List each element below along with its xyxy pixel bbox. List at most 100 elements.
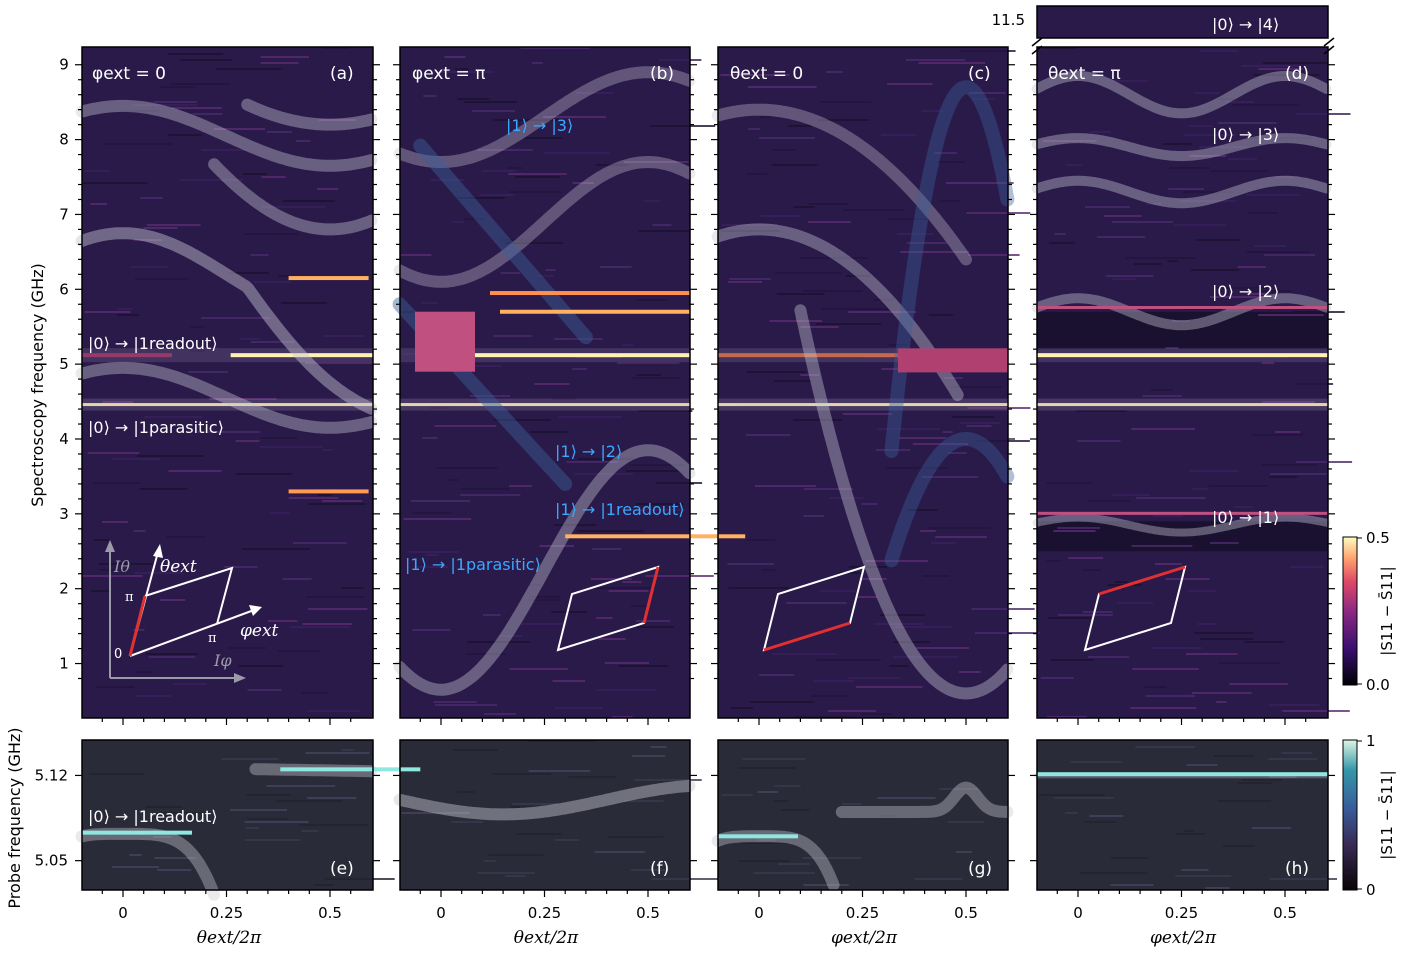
noise-stripe [1076, 410, 1127, 412]
noise-stripe [295, 140, 311, 142]
noise-stripe [598, 638, 626, 640]
noise-stripe [292, 542, 347, 544]
noise-stripe [955, 851, 972, 853]
noise-stripe [201, 149, 247, 151]
noise-stripe [1216, 701, 1227, 703]
anno-a-parasitic: |0⟩ → |1parasitic⟩ [88, 418, 224, 437]
curve-b-mid [393, 155, 696, 288]
xlabel-h: φext/2π [1150, 928, 1217, 948]
xtick-label: 0.5 [636, 904, 660, 922]
xtick-label: 0 [436, 904, 446, 922]
noise-stripe [436, 467, 498, 469]
noise-stripe [1152, 515, 1184, 517]
noise-stripe [635, 620, 671, 622]
noise-stripe [552, 680, 586, 682]
noise-stripe [1155, 326, 1220, 328]
noise-stripe [157, 815, 173, 817]
noise-stripe [1070, 761, 1122, 763]
noise-stripe [93, 482, 141, 484]
noise-stripe [1231, 104, 1300, 106]
heatmap-backgrounds [82, 6, 1328, 890]
anno-a-readout: |0⟩ → |1readout⟩ [88, 334, 217, 353]
xlabel-g: φext/2π [831, 928, 898, 948]
noise-stripe [250, 254, 269, 256]
noise-stripe [508, 173, 567, 175]
noise-stripe [1247, 137, 1312, 139]
noise-stripe [520, 623, 565, 625]
axis-ticks [75, 64, 1335, 897]
noise-stripe [617, 362, 680, 364]
noise-stripe [510, 806, 539, 808]
noise-stripe [596, 164, 628, 166]
curve-f-1 [393, 779, 696, 821]
noise-stripe [410, 500, 470, 502]
noise-stripe [507, 167, 522, 169]
noise-stripe [243, 173, 267, 175]
noise-stripe [1229, 683, 1288, 685]
noise-stripe [494, 419, 551, 421]
noise-stripe [1146, 203, 1162, 205]
panel-d-condition: θext = π [1048, 64, 1121, 84]
noise-stripe [888, 218, 929, 220]
noise-stripe [235, 473, 293, 475]
noise-stripe [316, 188, 339, 190]
noise-stripe [160, 599, 186, 601]
noise-stripe [261, 176, 286, 178]
noise-stripe [828, 710, 876, 712]
noise-stripe [778, 863, 810, 865]
noise-stripe [820, 590, 857, 592]
noise-stripe [566, 461, 619, 463]
noise-stripe [520, 47, 590, 49]
noise-stripe [942, 431, 953, 433]
noise-stripe [260, 56, 309, 58]
noise-stripe [133, 239, 163, 241]
noise-stripe [288, 497, 339, 499]
noise-stripe [322, 449, 333, 451]
noise-stripe [721, 794, 753, 796]
noise-stripe [1068, 557, 1104, 559]
noise-stripe [308, 710, 360, 712]
ytick-label-3: 3 [59, 505, 69, 523]
noise-stripe [803, 290, 863, 292]
curve-a-upper [75, 227, 378, 415]
ytick-label-5.05: 5.05 [35, 852, 68, 870]
noise-stripe [132, 104, 197, 106]
noise-stripe [935, 536, 987, 538]
noise-stripe [944, 377, 963, 379]
ytick-label-7: 7 [59, 205, 69, 223]
noise-stripe [967, 407, 1031, 409]
noise-stripe [607, 836, 664, 838]
noise-stripe [771, 164, 818, 166]
noise-stripe [894, 641, 930, 643]
noise-stripe [429, 407, 450, 409]
readout-band [82, 348, 373, 363]
noise-stripe [1117, 602, 1154, 604]
curve-a-top [75, 99, 378, 172]
heatmap-bg-top-2 [718, 47, 1008, 718]
noise-stripe [480, 194, 514, 196]
noise-stripe [950, 386, 1002, 388]
noise-stripe [1200, 638, 1253, 640]
curve-d-3 [1031, 175, 1332, 209]
noise-stripe [143, 227, 178, 229]
noise-stripe [638, 410, 693, 412]
noise-stripe [483, 614, 501, 616]
noise-stripe [1151, 647, 1202, 649]
noise-stripe [1175, 875, 1232, 877]
noise-stripe [880, 134, 917, 136]
noise-stripe [537, 275, 554, 277]
noise-stripe [318, 119, 357, 121]
noise-stripe [1209, 296, 1265, 298]
noise-stripe [412, 629, 451, 631]
cb-top-max: 0.5 [1366, 529, 1390, 547]
noise-stripe [760, 215, 800, 217]
noise-stripe [1054, 797, 1114, 799]
noise-stripe [99, 563, 153, 565]
noise-stripe [90, 590, 112, 592]
noise-stripe [861, 503, 878, 505]
noise-stripe [314, 884, 334, 886]
noise-stripe [946, 182, 1014, 184]
noise-stripe [505, 875, 526, 877]
noise-stripe [1133, 263, 1162, 265]
noise-stripe [594, 851, 645, 853]
